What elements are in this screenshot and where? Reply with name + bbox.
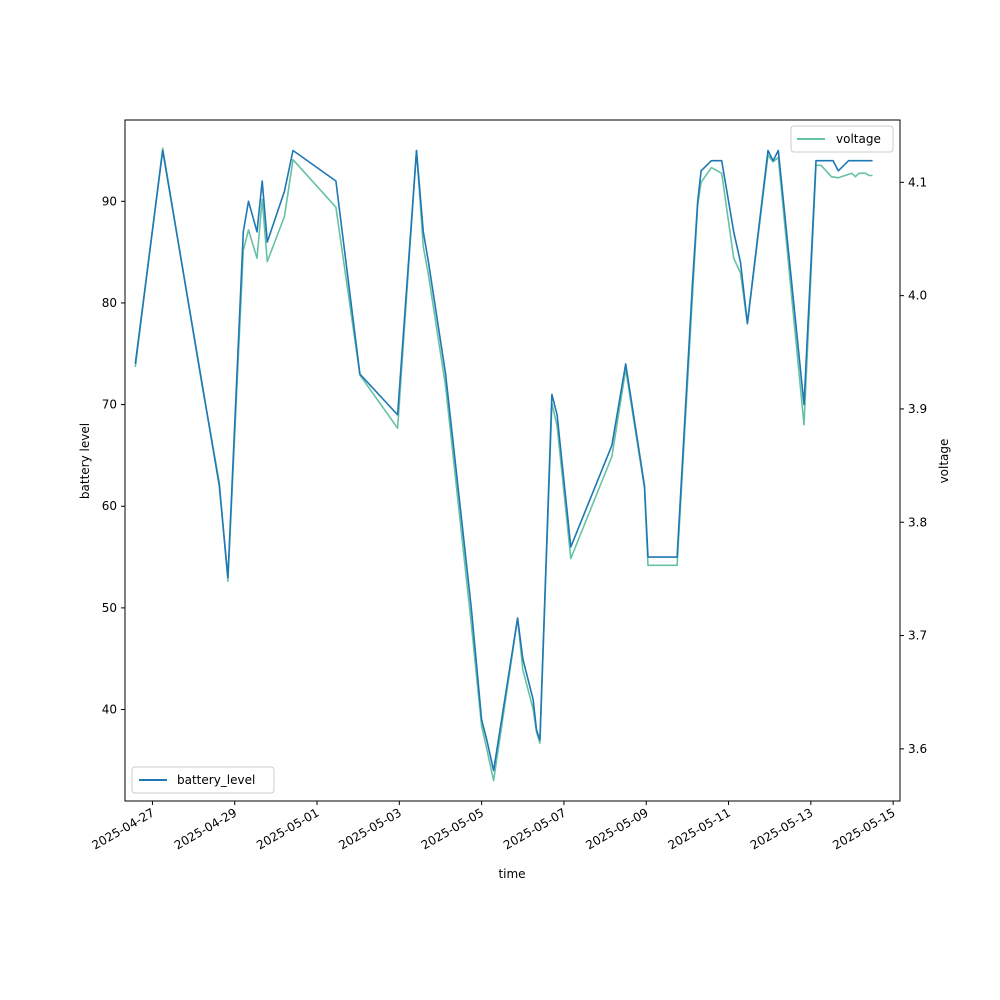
x-tick-label: 2025-05-01	[254, 805, 321, 852]
x-tick-label: 2025-05-07	[501, 805, 568, 852]
y-left-tick-label: 80	[102, 296, 117, 310]
x-axis: 2025-04-27 2025-04-29 2025-05-01 2025-05-03…	[90, 801, 898, 852]
plot-frame	[124, 119, 901, 802]
y-left-tick-label: 70	[102, 398, 117, 412]
y-axis-left-label: battery level	[78, 423, 92, 499]
y-right-tick-label: 3.6	[908, 742, 927, 756]
legend-battery-level-box	[131, 766, 275, 794]
series-line-voltage	[134, 147, 873, 782]
y-left-tick-label: 90	[102, 194, 117, 208]
legend-voltage-label: voltage	[836, 132, 881, 146]
legend-battery-level: battery_level	[131, 766, 275, 794]
x-tick-label: 2025-04-29	[172, 805, 239, 852]
y-right-tick-label: 4.1	[908, 175, 927, 189]
legend-voltage: voltage	[790, 125, 894, 153]
y-left-tick-label: 40	[102, 703, 117, 717]
y-axis-left: 40 50 60 70 80 90	[102, 194, 125, 717]
y-right-tick-label: 3.8	[908, 515, 927, 529]
y-right-tick-label: 3.9	[908, 402, 927, 416]
x-tick-label: 2025-05-13	[748, 805, 815, 852]
x-axis-label: time	[498, 867, 525, 881]
legend-voltage-box	[790, 125, 894, 153]
series-layer	[134, 147, 873, 782]
x-tick-label: 2025-05-15	[830, 805, 897, 852]
x-tick-label: 2025-05-05	[419, 805, 486, 852]
y-axis-right-label: voltage	[937, 439, 951, 484]
y-right-tick-label: 3.7	[908, 629, 927, 643]
y-right-tick-label: 4.0	[908, 289, 927, 303]
y-left-tick-label: 50	[102, 601, 117, 615]
series-line-battery-level	[134, 149, 873, 772]
x-tick-label: 2025-04-27	[90, 805, 157, 852]
x-tick-label: 2025-05-09	[583, 805, 650, 852]
y-axis-right: 3.6 3.7 3.8 3.9 4.0 4.1	[900, 175, 927, 756]
x-tick-label: 2025-05-11	[666, 805, 733, 852]
y-left-tick-label: 60	[102, 499, 117, 513]
legend-battery-level-label: battery_level	[177, 773, 255, 787]
x-tick-label: 2025-05-03	[336, 805, 403, 852]
